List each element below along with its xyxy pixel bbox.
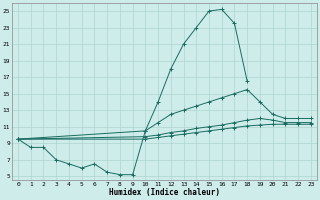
X-axis label: Humidex (Indice chaleur): Humidex (Indice chaleur) xyxy=(109,188,220,197)
